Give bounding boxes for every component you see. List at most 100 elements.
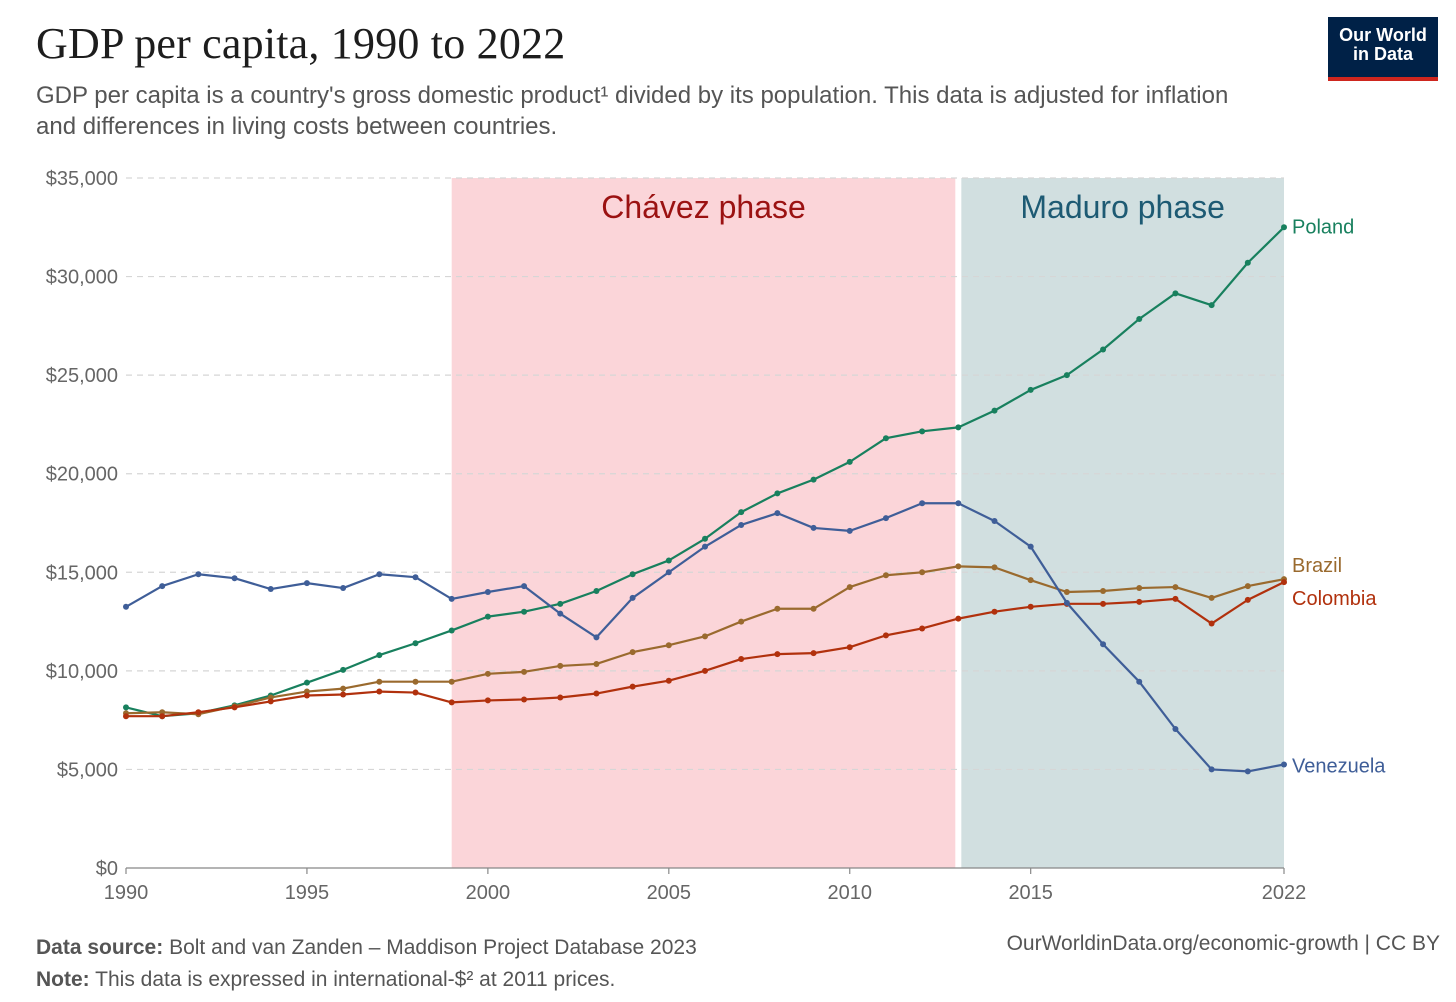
y-tick-label: $10,000 [46,661,118,683]
data-point-poland [738,509,745,516]
phase-bands: Chávez phase Maduro phase [451,178,1284,868]
data-point-brazil [810,605,817,612]
data-point-brazil [1027,577,1034,584]
data-point-venezuela [665,569,672,576]
x-tick-label: 2015 [1008,882,1053,904]
data-point-poland [376,652,383,659]
data-point-brazil [846,584,853,591]
data-point-brazil [702,633,708,640]
source-line: Data source: Bolt and van Zanden – Maddi… [36,932,697,964]
data-point-venezuela [1063,599,1070,606]
data-point-venezuela [159,583,166,590]
note-line: Note: This data is expressed in internat… [36,964,697,996]
data-point-colombia [267,698,274,705]
gridlines [126,177,1284,771]
data-point-venezuela [1244,768,1251,775]
series-label-poland: Poland [1292,216,1354,238]
x-tick-label: 1990 [104,882,149,904]
data-point-brazil [919,569,926,576]
data-point-colombia [484,697,491,704]
data-point-colombia [702,667,708,674]
y-tick-label: $25,000 [46,365,118,387]
chart-title: GDP per capita, 1990 to 2022 [36,19,566,68]
data-point-poland [303,679,310,686]
data-point-venezuela [846,527,853,534]
data-point-colombia [1281,579,1287,586]
data-point-poland [412,640,419,647]
data-point-poland [882,435,889,442]
source-text: Bolt and van Zanden – Maddison Project D… [169,936,697,959]
data-point-colombia [1172,595,1179,602]
note-label: Note: [36,968,90,991]
logo-line-1: Our World [1339,25,1427,45]
data-point-brazil [521,668,528,675]
data-point-colombia [629,683,636,690]
owid-logo[interactable]: Our World in Data [1328,17,1438,81]
data-point-brazil [665,642,672,649]
footer-notes: Data source: Bolt and van Zanden – Maddi… [36,932,697,996]
data-point-venezuela [340,585,347,592]
series-label-brazil: Brazil [1292,555,1342,577]
x-tick-label: 2010 [828,882,873,904]
data-point-venezuela [1100,641,1107,648]
y-tick-label: $15,000 [46,562,118,584]
data-point-venezuela [448,595,455,602]
data-point-brazil [991,564,998,571]
series-labels: Poland Brazil Colombia Venezuela [1292,216,1386,777]
data-point-colombia [376,688,383,695]
data-point-colombia [1027,603,1034,610]
y-tick-label: $0 [96,858,118,880]
data-point-brazil [1136,585,1143,592]
data-point-venezuela [955,500,962,507]
chart-subtitle: GDP per capita is a country's gross dome… [36,82,1229,140]
data-point-brazil [1100,588,1107,595]
data-point-colombia [1208,620,1215,627]
data-point-poland [1136,315,1143,322]
data-point-venezuela [303,580,310,587]
data-point-colombia [810,650,817,657]
data-point-colombia [846,644,853,651]
data-point-poland [123,704,129,711]
data-point-venezuela [1027,543,1034,550]
data-point-colombia [303,692,310,699]
data-point-colombia [882,632,889,639]
data-point-venezuela [991,518,998,525]
data-point-venezuela [593,634,600,641]
data-point-venezuela [376,571,383,578]
data-point-poland [340,666,347,673]
data-point-poland [810,476,817,483]
data-point-brazil [557,662,564,669]
data-point-colombia [919,625,926,632]
data-point-venezuela [521,583,528,590]
data-point-venezuela [702,543,708,550]
phase-band-1 [451,178,956,868]
x-tick-label: 2022 [1262,882,1307,904]
series-label-venezuela: Venezuela [1292,756,1386,778]
data-point-venezuela [557,610,564,617]
logo-accent-bar [1328,77,1438,81]
data-point-colombia [665,677,672,684]
data-point-venezuela [412,574,419,581]
data-point-colombia [448,699,455,706]
series-lines [123,224,1287,775]
source-url-link[interactable]: OurWorldinData.org/economic-growth | CC … [1006,932,1440,955]
phase-label-2: Maduro phase [1020,189,1225,225]
data-point-brazil [955,563,962,570]
x-tick-label: 2000 [466,882,511,904]
data-point-colombia [521,696,528,703]
data-point-poland [1281,224,1287,231]
data-point-brazil [882,572,889,579]
axes: $0 $5,000 $10,000 $15,000 $20,000 $25,000 $30,… [46,168,1307,904]
x-tick-label: 2005 [647,882,692,904]
note-text: This data is expressed in international-… [95,968,616,991]
data-point-brazil [774,605,781,612]
data-point-brazil [1172,584,1179,591]
source-label: Data source: [36,936,164,959]
data-point-colombia [231,704,238,711]
data-point-venezuela [919,500,926,507]
data-point-colombia [1244,596,1251,603]
data-point-poland [629,571,636,578]
data-point-colombia [738,656,745,663]
data-point-poland [1208,302,1215,309]
y-tick-label: $20,000 [46,464,118,486]
